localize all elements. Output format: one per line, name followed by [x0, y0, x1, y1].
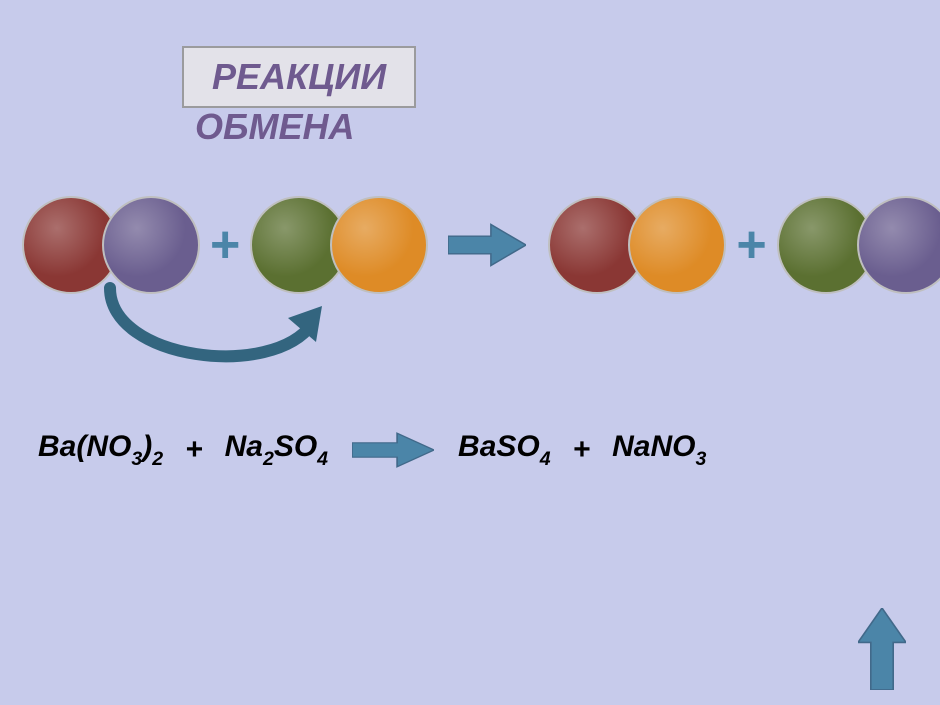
product-pair-2 [777, 196, 940, 294]
reaction-diagram: + + [22, 196, 940, 294]
swap-arrow-icon [72, 282, 342, 372]
nav-up-arrow-icon[interactable] [858, 608, 906, 690]
eq-plus-2: + [573, 433, 591, 467]
product-pair-1 [548, 196, 726, 294]
equation-row: Ba(NO3)2 + Na2SO4 BaSO4 + NaNO3 [38, 430, 706, 469]
eq-plus-1: + [185, 433, 203, 467]
eq-term-p2: NaNO3 [612, 430, 706, 469]
sphere-r1-right [102, 196, 200, 294]
reactant-pair-2 [250, 196, 428, 294]
diagram-plus-2: + [736, 215, 766, 275]
title-box: РЕАКЦИИ [182, 46, 416, 108]
eq-term-p1: BaSO4 [458, 430, 551, 469]
eq-term-r1: Ba(NO3)2 [38, 430, 163, 469]
eq-term-r2: Na2SO4 [225, 430, 328, 469]
subtitle-text: ОБМЕНА [195, 106, 355, 148]
equation-arrow-icon [352, 432, 434, 468]
diagram-plus-1: + [210, 215, 240, 275]
title-text: РЕАКЦИИ [212, 56, 386, 97]
diagram-arrow-icon [448, 223, 526, 267]
sphere-p2-right [857, 196, 940, 294]
sphere-p1-right [628, 196, 726, 294]
reactant-pair-1 [22, 196, 200, 294]
sphere-r2-right [330, 196, 428, 294]
